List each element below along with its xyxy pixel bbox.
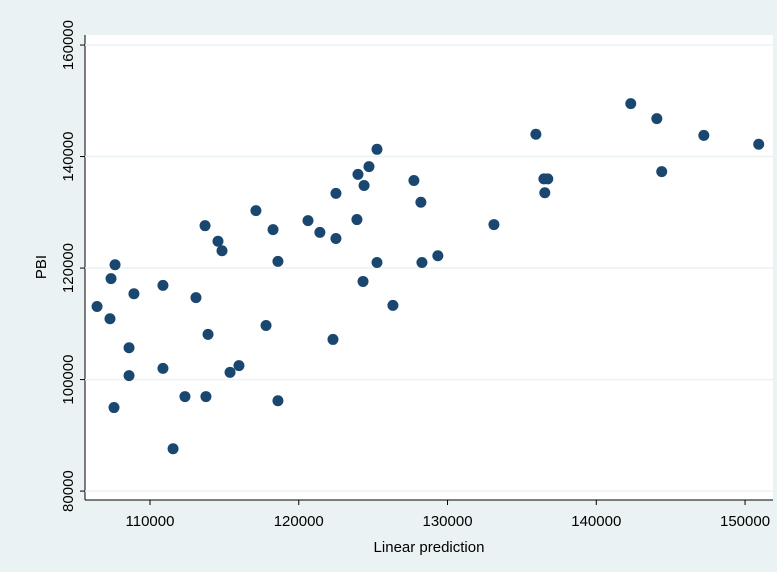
point — [302, 215, 314, 227]
point — [105, 273, 117, 285]
point — [387, 299, 399, 311]
point — [272, 255, 284, 267]
x-tick-label: 110000 — [126, 513, 175, 530]
point — [123, 342, 135, 354]
point — [212, 235, 224, 247]
y-tick-label: 140000 — [60, 132, 77, 182]
point — [216, 245, 228, 257]
point — [202, 328, 214, 340]
point — [190, 292, 202, 304]
x-tick-label: 150000 — [720, 513, 770, 530]
x-tick-label: 120000 — [274, 513, 324, 530]
point — [542, 173, 554, 185]
point — [167, 443, 179, 455]
x-tick-label: 130000 — [422, 513, 472, 530]
point — [625, 98, 637, 110]
point — [753, 138, 765, 150]
point — [108, 402, 120, 414]
point — [371, 143, 383, 155]
point — [363, 161, 375, 173]
point — [224, 366, 236, 378]
point — [432, 250, 444, 262]
point — [351, 214, 363, 226]
point — [488, 219, 500, 231]
point — [698, 129, 710, 141]
point — [157, 362, 169, 374]
point — [91, 301, 103, 313]
point — [416, 256, 428, 268]
point — [200, 391, 212, 403]
point — [330, 233, 342, 245]
point — [157, 279, 169, 291]
point — [530, 128, 542, 140]
point — [104, 313, 116, 325]
point — [357, 275, 369, 287]
point — [250, 205, 262, 217]
point — [260, 319, 272, 331]
point — [233, 360, 245, 372]
y-tick-label: 100000 — [60, 355, 77, 405]
point — [272, 395, 284, 407]
point — [656, 166, 668, 178]
point — [109, 259, 121, 271]
point — [330, 187, 342, 199]
point — [128, 288, 140, 300]
point — [327, 333, 339, 345]
point — [314, 226, 326, 238]
point — [267, 224, 279, 236]
point — [415, 196, 427, 208]
point — [199, 220, 211, 232]
point — [408, 175, 420, 187]
x-tick-label: 140000 — [571, 513, 621, 530]
y-tick-label: 160000 — [60, 20, 77, 70]
point — [358, 180, 370, 192]
point — [352, 168, 364, 180]
y-tick-label: 120000 — [60, 243, 77, 293]
x-axis-label: Linear prediction — [374, 539, 485, 556]
y-tick-label: 80000 — [60, 470, 77, 512]
point — [539, 187, 551, 199]
point — [651, 113, 663, 125]
y-axis-label: PBI — [33, 255, 50, 279]
point — [179, 391, 191, 403]
point — [123, 370, 135, 382]
point — [371, 256, 383, 268]
